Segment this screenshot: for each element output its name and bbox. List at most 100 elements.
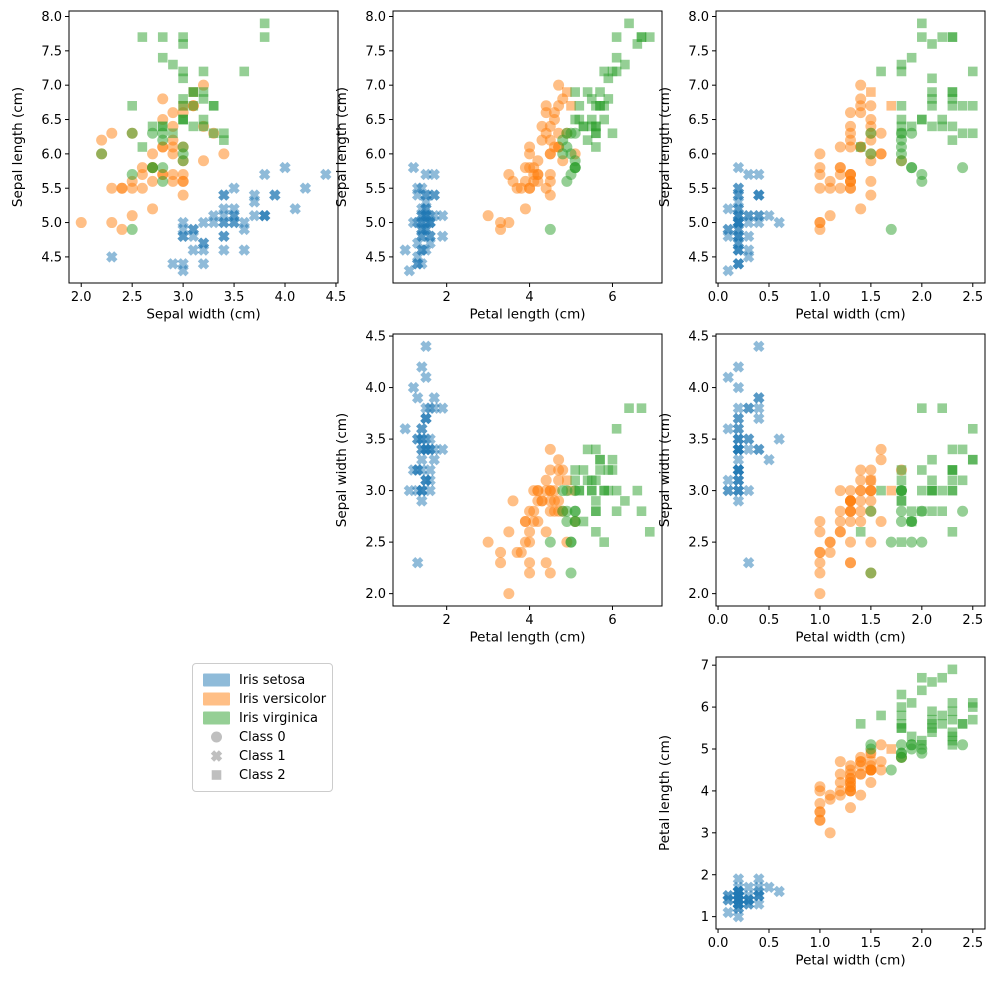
square-marker-icon (947, 698, 958, 708)
axes-spines (715, 656, 986, 930)
circle-marker-icon (495, 217, 507, 229)
circle-marker-icon (536, 495, 548, 507)
square-marker-icon (876, 66, 886, 77)
circle-marker-icon (865, 567, 877, 579)
square-marker-icon (896, 689, 907, 700)
scatter-points (399, 18, 655, 277)
y-tick-label: 4.5 (688, 330, 709, 345)
y-tick-label: 7.0 (41, 79, 62, 94)
x-marker-icon (742, 216, 755, 229)
y-tick-label: 2.5 (365, 536, 386, 551)
x-marker-icon (722, 223, 734, 236)
x-marker-icon (436, 402, 449, 414)
square-marker-icon (967, 100, 978, 111)
circle-marker-icon (565, 127, 577, 139)
circle-marker-icon (865, 148, 877, 160)
y-tick-label: 5.5 (365, 182, 386, 197)
square-marker-icon (947, 135, 958, 145)
legend-item-iris-virginica: Iris virginica (203, 709, 324, 727)
circle-marker-icon (814, 567, 826, 579)
circle-marker-icon (519, 203, 531, 215)
x-marker-icon (732, 454, 745, 466)
square-marker-icon (611, 32, 622, 42)
y-tick-label: 6.5 (688, 113, 709, 128)
square-marker-icon (137, 32, 148, 42)
circle-marker-icon (845, 168, 856, 180)
x-tick-label: 4.5 (326, 290, 347, 305)
square-marker-icon (906, 121, 917, 132)
x-tick-label: 6 (608, 290, 616, 305)
circle-marker-icon (865, 485, 877, 497)
x-marker-icon (420, 340, 432, 353)
x-marker-icon (258, 168, 271, 181)
circle-marker-icon (875, 454, 887, 466)
x-tick-label: 2.5 (962, 936, 983, 951)
square-marker-icon (947, 32, 958, 42)
circle-marker-icon (845, 557, 856, 569)
square-marker-icon (937, 710, 948, 721)
circle-marker-icon (540, 557, 552, 569)
x-tick-label: 2.0 (71, 290, 92, 305)
circle-marker-icon (544, 495, 556, 507)
circle-marker-icon (814, 168, 826, 180)
square-marker-icon (906, 698, 917, 708)
circle-marker-icon (482, 210, 494, 222)
square-marker-icon (927, 94, 937, 104)
square-marker-icon (595, 465, 605, 475)
x-tick-label: 2 (443, 290, 451, 305)
square-marker-icon (603, 73, 614, 84)
circle-marker-icon (147, 162, 159, 174)
circle-marker-icon (906, 516, 918, 528)
square-marker-icon (927, 39, 937, 49)
circle-marker-icon (565, 567, 577, 579)
circle-marker-icon (126, 168, 138, 180)
y-tick-label: 2.0 (365, 587, 386, 602)
legend: Iris setosa Iris versicolor Iris virgini… (192, 663, 333, 792)
circle-marker-icon (834, 768, 846, 780)
circle-marker-icon (503, 168, 515, 180)
circle-marker-icon (540, 526, 552, 538)
x-tick-label: 4 (525, 613, 533, 628)
x-marker-icon (248, 209, 261, 222)
circle-marker-icon (211, 731, 222, 743)
x-tick-label: 2.0 (911, 936, 932, 951)
circle-marker-icon (865, 505, 877, 517)
circle-marker-icon (96, 134, 108, 146)
square-marker-icon (896, 66, 907, 77)
x-marker-icon (742, 433, 755, 445)
x-marker-icon (197, 216, 210, 229)
square-marker-icon (917, 735, 927, 746)
x-marker-icon (411, 392, 424, 404)
x-marker-icon (167, 258, 179, 270)
square-marker-icon (603, 465, 614, 475)
x-marker-icon (722, 203, 734, 215)
square-marker-icon (896, 100, 907, 111)
y-axis-label: Sepal length (cm) (334, 87, 350, 207)
circle-marker-icon (544, 464, 556, 476)
square-marker-icon (896, 114, 907, 125)
square-marker-icon (586, 485, 597, 496)
square-marker-icon (927, 506, 937, 517)
circle-marker-icon (834, 505, 846, 517)
square-marker-icon (937, 32, 948, 42)
square-marker-icon (620, 59, 630, 70)
square-marker-icon (927, 719, 937, 729)
square-marker-icon (967, 66, 978, 77)
square-marker-icon (947, 465, 958, 475)
circle-marker-icon (177, 189, 189, 201)
circle-marker-icon (824, 793, 836, 805)
circle-marker-icon (198, 155, 209, 167)
y-tick-label: 4.5 (688, 250, 709, 265)
circle-marker-icon (147, 203, 159, 215)
circle-marker-icon (157, 127, 169, 139)
circle-marker-icon (532, 516, 544, 528)
circle-marker-icon (855, 464, 867, 476)
scatter-points (722, 664, 978, 923)
circle-marker-icon (855, 485, 867, 497)
circle-marker-icon (895, 505, 907, 517)
circle-marker-icon (814, 781, 826, 793)
x-marker-icon (320, 168, 332, 181)
x-tick-label: 2.5 (122, 290, 143, 305)
circle-marker-icon (203, 730, 230, 744)
x-tick-label: 0.5 (759, 290, 780, 305)
